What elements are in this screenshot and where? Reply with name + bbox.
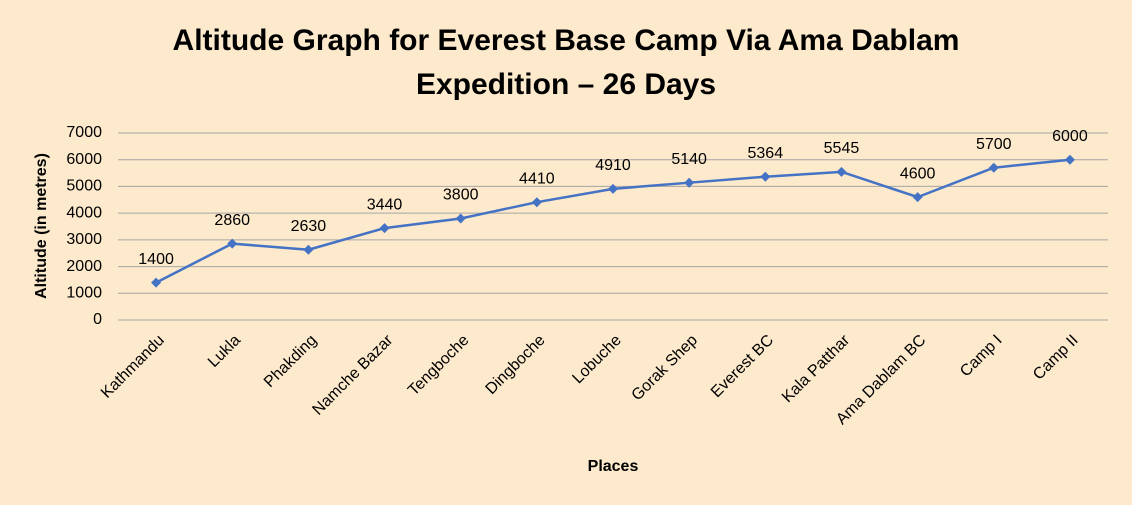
- point-marker: [379, 223, 390, 234]
- point-marker: [912, 192, 923, 203]
- data-label: 2630: [291, 218, 327, 235]
- y-tick-label: 2000: [66, 258, 102, 275]
- data-label: 3800: [443, 187, 479, 204]
- data-label: 4600: [900, 165, 936, 182]
- point-marker: [151, 277, 162, 288]
- data-label: 4910: [595, 157, 631, 174]
- y-tick-label: 4000: [66, 204, 102, 221]
- data-label: 4410: [519, 170, 555, 187]
- x-axis-title: Places: [588, 458, 639, 475]
- data-label: 3440: [367, 196, 403, 213]
- y-tick-label: 7000: [66, 124, 102, 141]
- y-tick-label: 1000: [66, 285, 102, 302]
- data-label: 1400: [138, 251, 174, 268]
- chart-title: Altitude Graph for Everest Base Camp Via…: [173, 24, 960, 57]
- data-label: 5700: [976, 136, 1012, 153]
- y-tick-label: 6000: [66, 151, 102, 168]
- point-marker: [303, 244, 314, 255]
- data-label: 2860: [214, 212, 250, 229]
- point-marker: [836, 166, 847, 177]
- y-tick-label: 5000: [66, 178, 102, 195]
- point-marker: [684, 177, 695, 188]
- data-label: 5545: [824, 140, 860, 157]
- y-axis-title: Altitude (in metres): [33, 153, 50, 299]
- y-tick-label: 3000: [66, 231, 102, 248]
- point-marker: [760, 171, 771, 182]
- chart-title: Expedition – 26 Days: [416, 68, 716, 101]
- point-marker: [227, 238, 238, 249]
- y-tick-label: 0: [93, 311, 102, 328]
- data-label: 6000: [1052, 128, 1088, 145]
- point-marker: [531, 197, 542, 208]
- data-label: 5364: [748, 145, 784, 162]
- data-label: 5140: [671, 151, 707, 168]
- point-marker: [608, 183, 618, 194]
- point-marker: [455, 213, 466, 224]
- point-marker: [1064, 154, 1075, 165]
- point-marker: [988, 162, 999, 173]
